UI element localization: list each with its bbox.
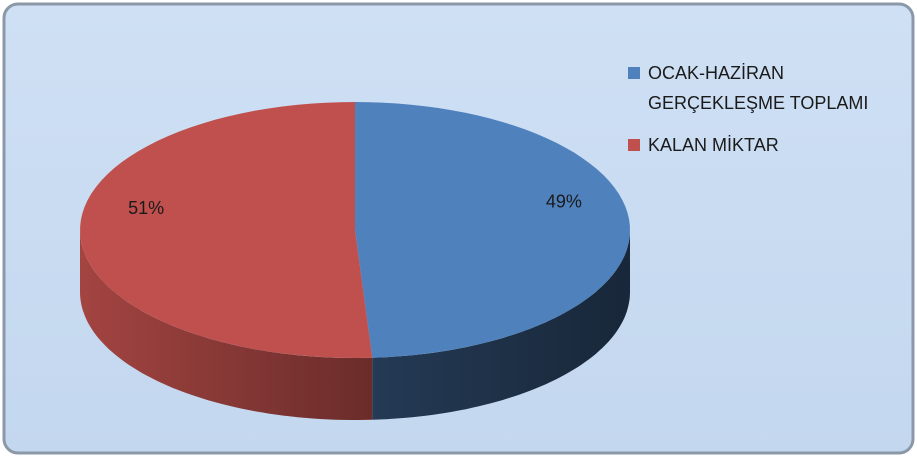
slice	[80, 102, 373, 358]
slice	[355, 102, 630, 358]
slice-side	[372, 230, 630, 420]
data-label: 49%	[546, 192, 582, 212]
legend-swatch	[628, 67, 640, 79]
legend-swatch	[628, 139, 640, 151]
legend-item: OCAK-HAZİRAN GERÇEKLEŞME TOPLAMI	[628, 58, 913, 118]
legend-item: KALAN MİKTAR	[628, 130, 913, 160]
legend-label: OCAK-HAZİRAN GERÇEKLEŞME TOPLAMI	[648, 63, 869, 113]
legend-label: KALAN MİKTAR	[648, 135, 779, 155]
data-label: 51%	[128, 198, 164, 218]
legend: OCAK-HAZİRAN GERÇEKLEŞME TOPLAMI KALAN Mİ…	[628, 58, 913, 172]
slice-side	[80, 230, 373, 420]
